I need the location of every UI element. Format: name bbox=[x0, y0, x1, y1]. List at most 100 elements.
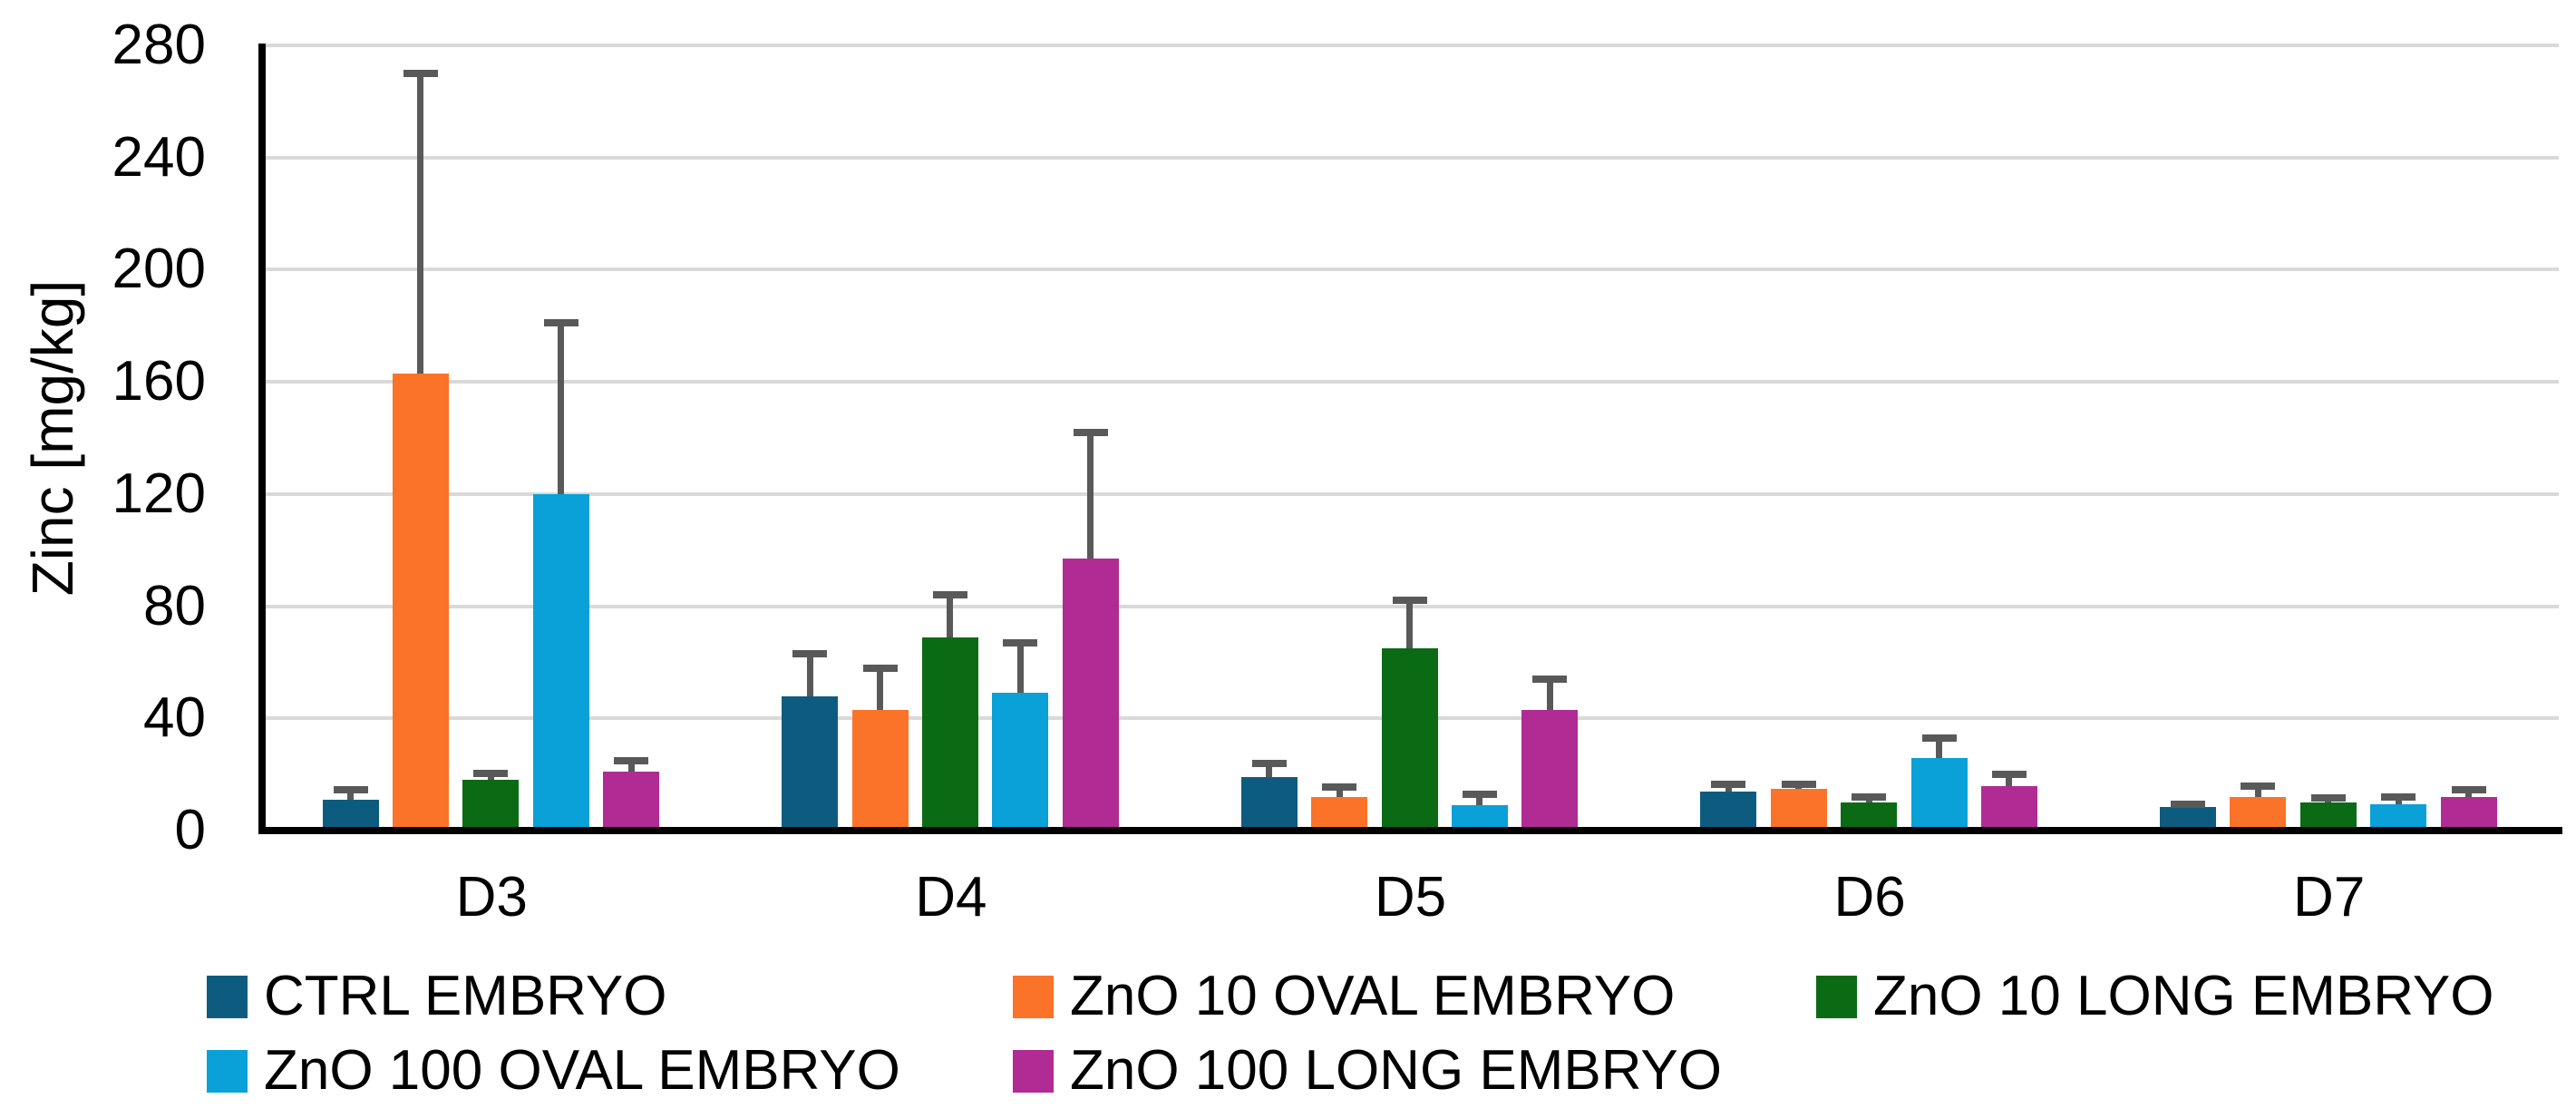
bar-D6-s0 bbox=[1700, 791, 1757, 831]
legend-swatch-ctrl-embryo bbox=[207, 975, 248, 1018]
bar-D3-s0 bbox=[322, 799, 379, 831]
error-bar-line-D5-s0 bbox=[1266, 763, 1273, 778]
bar-D4-s0 bbox=[782, 695, 839, 831]
error-bar-line-D3-s3 bbox=[558, 323, 565, 494]
legend-label-zno-10-long-embryo: ZnO 10 LONG EMBRYO bbox=[1873, 965, 2494, 1027]
legend-swatch-zno-100-long-embryo bbox=[1013, 1049, 1054, 1093]
legend-item-zno-100-long-embryo: ZnO 100 LONG EMBRYO bbox=[1013, 1043, 1722, 1099]
error-bar-cap-D7-s3 bbox=[2381, 792, 2416, 801]
legend-label-ctrl-embryo: CTRL EMBRYO bbox=[264, 965, 667, 1027]
category-label-D4: D4 bbox=[915, 866, 987, 928]
error-bar-cap-D4-s4 bbox=[1073, 428, 1108, 436]
error-bar-cap-D6-s3 bbox=[1921, 734, 1957, 742]
error-bar-cap-D3-s1 bbox=[403, 69, 438, 77]
bar-D7-s0 bbox=[2159, 806, 2216, 831]
y-tick-label-120: 120 bbox=[112, 462, 206, 525]
error-bar-cap-D3-s0 bbox=[333, 786, 368, 794]
error-bar-cap-D7-s1 bbox=[2241, 782, 2276, 790]
x-axis-line bbox=[258, 827, 2562, 834]
legend-swatch-zno-10-oval-embryo bbox=[1013, 975, 1054, 1018]
error-bar-line-D6-s3 bbox=[1936, 737, 1942, 758]
gridline-280 bbox=[262, 44, 2559, 47]
error-bar-cap-D4-s3 bbox=[1003, 638, 1038, 646]
bar-D5-s3 bbox=[1451, 805, 1508, 831]
legend-label-zno-100-long-embryo: ZnO 100 LONG EMBRYO bbox=[1070, 1039, 1722, 1102]
legend-item-zno-10-oval-embryo: ZnO 10 OVAL EMBRYO bbox=[1013, 968, 1675, 1025]
error-bar-cap-D7-s2 bbox=[2310, 794, 2346, 802]
y-tick-label-80: 80 bbox=[143, 574, 206, 637]
error-bar-line-D3-s4 bbox=[627, 760, 635, 773]
legend-item-zno-10-long-embryo: ZnO 10 LONG EMBRYO bbox=[1816, 968, 2494, 1025]
bar-D4-s2 bbox=[921, 637, 978, 831]
error-bar-line-D5-s3 bbox=[1476, 793, 1483, 806]
error-bar-cap-D5-s1 bbox=[1322, 783, 1357, 792]
error-bar-cap-D3-s3 bbox=[543, 319, 578, 327]
legend-label-zno-100-oval-embryo: ZnO 100 OVAL EMBRYO bbox=[264, 1039, 900, 1102]
bar-D3-s3 bbox=[532, 493, 589, 831]
gridline-200 bbox=[262, 267, 2559, 272]
y-tick-label-240: 240 bbox=[112, 125, 206, 189]
bar-D5-s0 bbox=[1240, 777, 1298, 831]
category-label-D5: D5 bbox=[1374, 866, 1447, 928]
bar-D5-s1 bbox=[1311, 796, 1368, 831]
bar-D7-s4 bbox=[2440, 796, 2497, 831]
gridline-160 bbox=[262, 380, 2559, 384]
error-bar-line-D5-s2 bbox=[1406, 600, 1413, 648]
error-bar-line-D4-s2 bbox=[947, 595, 954, 637]
error-bar-cap-D6-s2 bbox=[1852, 792, 1887, 801]
bar-D7-s1 bbox=[2230, 796, 2287, 831]
legend-label-zno-10-oval-embryo: ZnO 10 OVAL EMBRYO bbox=[1070, 965, 1676, 1027]
error-bar-line-D6-s4 bbox=[2006, 774, 2013, 786]
bar-D4-s4 bbox=[1062, 558, 1119, 831]
legend-swatch-zno-100-oval-embryo bbox=[207, 1049, 248, 1093]
error-bar-cap-D5-s2 bbox=[1392, 597, 1427, 605]
bar-D6-s1 bbox=[1770, 788, 1827, 831]
error-bar-line-D3-s1 bbox=[417, 73, 424, 374]
legend-item-ctrl-embryo: CTRL EMBRYO bbox=[207, 968, 666, 1025]
bar-D5-s2 bbox=[1381, 647, 1438, 831]
error-bar-line-D5-s1 bbox=[1336, 787, 1343, 797]
bar-D3-s1 bbox=[392, 373, 449, 831]
bar-D6-s3 bbox=[1910, 757, 1968, 831]
bar-D6-s2 bbox=[1841, 802, 1898, 831]
bar-D6-s4 bbox=[1980, 785, 2037, 831]
error-bar-line-D4-s1 bbox=[877, 667, 883, 710]
error-bar-cap-D6-s1 bbox=[1781, 780, 1816, 788]
error-bar-cap-D7-s4 bbox=[2451, 786, 2486, 794]
y-axis-line bbox=[258, 44, 266, 834]
error-bar-cap-D6-s0 bbox=[1711, 780, 1746, 788]
error-bar-cap-D7-s0 bbox=[2170, 800, 2205, 808]
error-bar-line-D4-s3 bbox=[1016, 642, 1024, 694]
error-bar-cap-D6-s4 bbox=[1991, 771, 2027, 779]
error-bar-cap-D5-s0 bbox=[1251, 759, 1287, 767]
error-bar-cap-D5-s4 bbox=[1532, 675, 1568, 683]
legend-item-zno-100-oval-embryo: ZnO 100 OVAL EMBRYO bbox=[207, 1043, 900, 1099]
error-bar-cap-D3-s4 bbox=[614, 756, 649, 764]
error-bar-line-D4-s4 bbox=[1087, 432, 1094, 559]
gridline-240 bbox=[262, 155, 2559, 160]
bar-D4-s3 bbox=[992, 693, 1049, 831]
error-bar-cap-D3-s2 bbox=[473, 769, 509, 777]
bar-D5-s4 bbox=[1521, 710, 1579, 831]
y-tick-label-200: 200 bbox=[112, 238, 206, 301]
error-bar-cap-D5-s3 bbox=[1462, 790, 1497, 798]
error-bar-line-D3-s0 bbox=[347, 790, 354, 800]
y-tick-label-40: 40 bbox=[143, 686, 206, 750]
error-bar-line-D5-s4 bbox=[1546, 678, 1553, 710]
gridline-120 bbox=[262, 491, 2559, 496]
bar-D4-s1 bbox=[851, 710, 909, 831]
bar-D7-s2 bbox=[2299, 802, 2357, 831]
error-bar-cap-D4-s2 bbox=[932, 591, 967, 599]
legend-swatch-zno-10-long-embryo bbox=[1816, 975, 1857, 1018]
y-tick-label-280: 280 bbox=[112, 14, 206, 76]
bar-D3-s2 bbox=[462, 780, 520, 831]
category-label-D3: D3 bbox=[455, 866, 528, 928]
y-tick-label-160: 160 bbox=[112, 350, 206, 413]
category-label-D6: D6 bbox=[1833, 866, 1906, 928]
error-bar-cap-D4-s0 bbox=[792, 650, 828, 658]
bar-D7-s3 bbox=[2370, 803, 2427, 831]
category-label-D7: D7 bbox=[2293, 866, 2366, 928]
y-tick-label-0: 0 bbox=[174, 799, 206, 861]
